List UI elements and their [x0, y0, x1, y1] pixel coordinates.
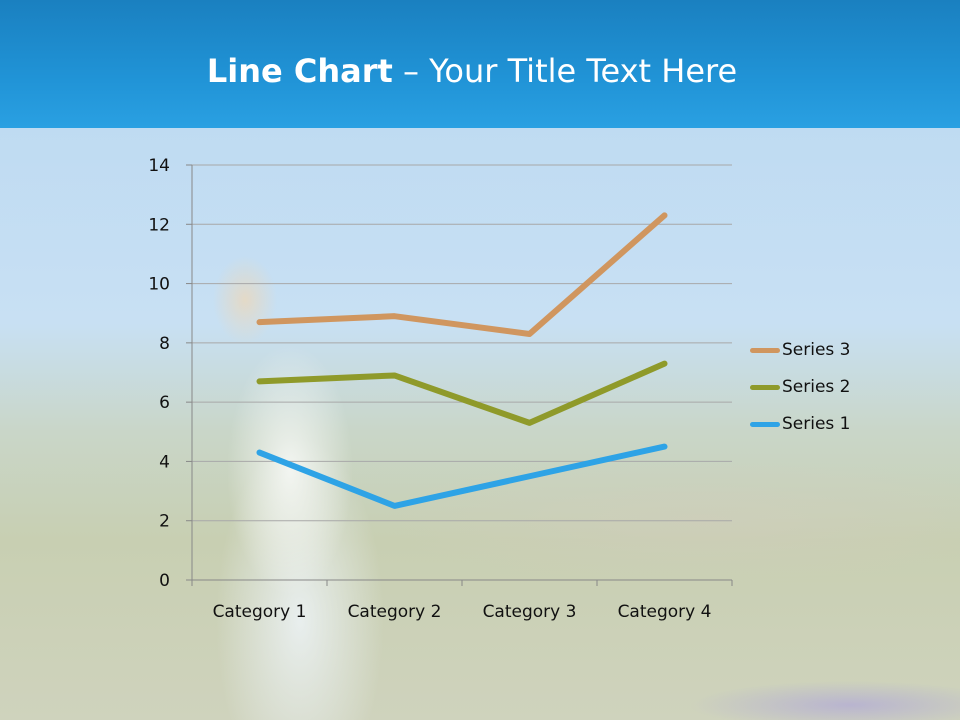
x-tick-label: Category 4: [618, 602, 712, 622]
legend-item-series-1: Series 1: [750, 414, 851, 434]
legend-item-series-3: Series 3: [750, 340, 851, 360]
y-tick-label: 0: [159, 571, 170, 591]
series-line-1: [256, 443, 668, 509]
series-line-2: [256, 360, 668, 426]
legend-item-series-2: Series 2: [750, 377, 851, 397]
title-banner: [0, 0, 960, 128]
x-tick-label: Category 2: [348, 602, 442, 622]
legend-swatch: [750, 384, 780, 390]
y-tick-label: 12: [148, 215, 170, 235]
y-tick-label: 4: [159, 452, 170, 472]
x-tick-label: Category 3: [483, 602, 577, 622]
y-tick-label: 8: [159, 334, 170, 354]
slide-title: Line Chart – Your Title Text Here: [0, 52, 944, 90]
x-tick-label: Category 1: [213, 602, 307, 622]
legend-label: Series 2: [782, 377, 851, 397]
legend-label: Series 3: [782, 340, 851, 360]
legend-swatch: [750, 347, 780, 353]
y-tick-label: 6: [159, 393, 170, 413]
series-line-3: [256, 212, 668, 337]
legend-label: Series 1: [782, 414, 851, 434]
title-bold: Line Chart: [206, 52, 393, 90]
title-rest: – Your Title Text Here: [392, 52, 738, 90]
y-tick-label: 10: [148, 275, 170, 295]
y-tick-label: 14: [148, 156, 170, 176]
y-tick-label: 2: [159, 512, 170, 532]
legend-swatch: [750, 421, 780, 427]
